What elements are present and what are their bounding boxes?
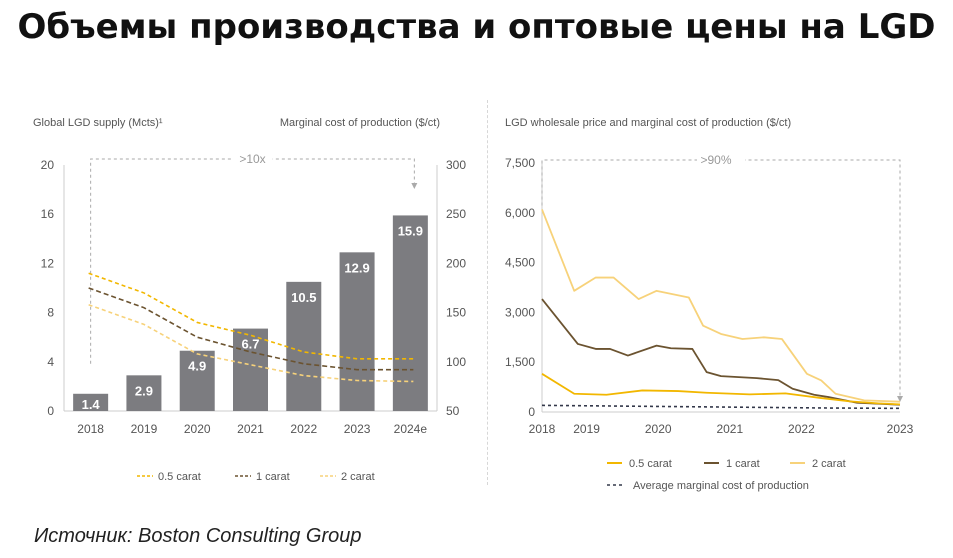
source-label: Источник: <box>34 525 133 547</box>
y-tick-label: 0 <box>47 404 54 418</box>
legend-label: 0.5 carat <box>629 458 672 470</box>
y-tick-label: 20 <box>41 158 55 172</box>
legend-label: 1 carat <box>726 458 760 470</box>
decline-bracket-arrow <box>897 396 903 403</box>
bar-2021 <box>233 328 268 411</box>
series-line-0-5-carat <box>88 272 414 360</box>
x-tick-label: 2018 <box>77 422 104 436</box>
legend-label: 1 carat <box>256 471 290 483</box>
x-tick-label: 2018 <box>529 422 556 436</box>
legend-label: 2 carat <box>341 471 375 483</box>
decline-annotation: >90% <box>700 153 731 167</box>
bar-value-label: 6.7 <box>241 337 259 352</box>
series-line-2-carat <box>88 303 414 383</box>
x-tick-label: 2024e <box>394 422 428 436</box>
source-name: Boston Consulting Group <box>138 525 362 547</box>
supply-chart: Global LGD supply (Mcts)¹ Marginal cost o… <box>33 117 466 483</box>
secondary-axis-title: Marginal cost of production ($/ct) <box>280 117 440 129</box>
bar-value-label: 15.9 <box>398 223 423 238</box>
bar-value-label: 1.4 <box>82 397 101 412</box>
y-tick-label: 12 <box>41 256 55 270</box>
y2-tick-label: 100 <box>446 355 466 369</box>
bar-2022 <box>286 281 322 411</box>
chart-title: LGD wholesale price and marginal cost of… <box>505 117 791 129</box>
panel-divider <box>487 100 488 485</box>
y-tick-label: 6,000 <box>505 206 535 220</box>
y-tick-label: 7,500 <box>505 156 535 170</box>
growth-annotation: >10x <box>239 152 265 166</box>
legend-label: Average marginal cost of production <box>633 480 809 492</box>
y-tick-label: 4 <box>47 355 54 369</box>
x-tick-label: 2021 <box>716 422 743 436</box>
y2-tick-label: 250 <box>446 207 466 221</box>
series-line-1-carat <box>88 287 414 371</box>
growth-bracket-arrow <box>411 183 418 189</box>
growth-annotation-bg <box>232 153 273 165</box>
series-line-average-marginal-cost-of-production <box>541 404 901 410</box>
y2-tick-label: 300 <box>446 158 466 172</box>
legend-label: 0.5 carat <box>158 471 201 483</box>
price-chart: LGD wholesale price and marginal cost of… <box>505 117 914 492</box>
bar-2018 <box>73 393 109 411</box>
x-tick-label: 2022 <box>788 422 815 436</box>
bar-2023 <box>339 252 375 411</box>
x-tick-label: 2020 <box>645 422 672 436</box>
y-tick-label: 4,500 <box>505 256 535 270</box>
bar-value-label: 12.9 <box>344 260 369 275</box>
y2-tick-label: 200 <box>446 256 466 270</box>
bar-2020 <box>179 350 215 411</box>
x-tick-label: 2023 <box>887 422 914 436</box>
x-tick-label: 2022 <box>290 422 317 436</box>
series-line-1-carat <box>541 298 901 406</box>
y-tick-label: 16 <box>41 207 55 221</box>
chart-title: Global LGD supply (Mcts)¹ <box>33 117 163 129</box>
bar-value-label: 4.9 <box>188 359 206 374</box>
bar-value-label: 10.5 <box>291 290 316 305</box>
x-tick-label: 2019 <box>573 422 600 436</box>
y2-tick-label: 50 <box>446 404 460 418</box>
series-line-0-5-carat <box>541 373 901 406</box>
y2-tick-label: 150 <box>446 306 466 320</box>
y-tick-label: 3,000 <box>505 305 535 319</box>
y-tick-label: 0 <box>528 405 535 419</box>
source-note: Источник: Boston Consulting Group <box>34 525 361 548</box>
bar-2024e <box>392 215 428 411</box>
x-tick-label: 2021 <box>237 422 264 436</box>
x-tick-label: 2020 <box>184 422 211 436</box>
series-line-2-carat <box>541 209 901 403</box>
bar-2019 <box>126 375 162 411</box>
bar-value-label: 2.9 <box>135 383 153 398</box>
legend-label: 2 carat <box>812 458 846 470</box>
y-tick-label: 8 <box>47 306 54 320</box>
x-tick-label: 2019 <box>131 422 158 436</box>
decline-annotation-bg <box>697 153 745 165</box>
x-tick-label: 2023 <box>344 422 371 436</box>
page-title: Объемы производства и оптовые цены на LG… <box>17 7 936 47</box>
y-tick-label: 1,500 <box>505 355 535 369</box>
